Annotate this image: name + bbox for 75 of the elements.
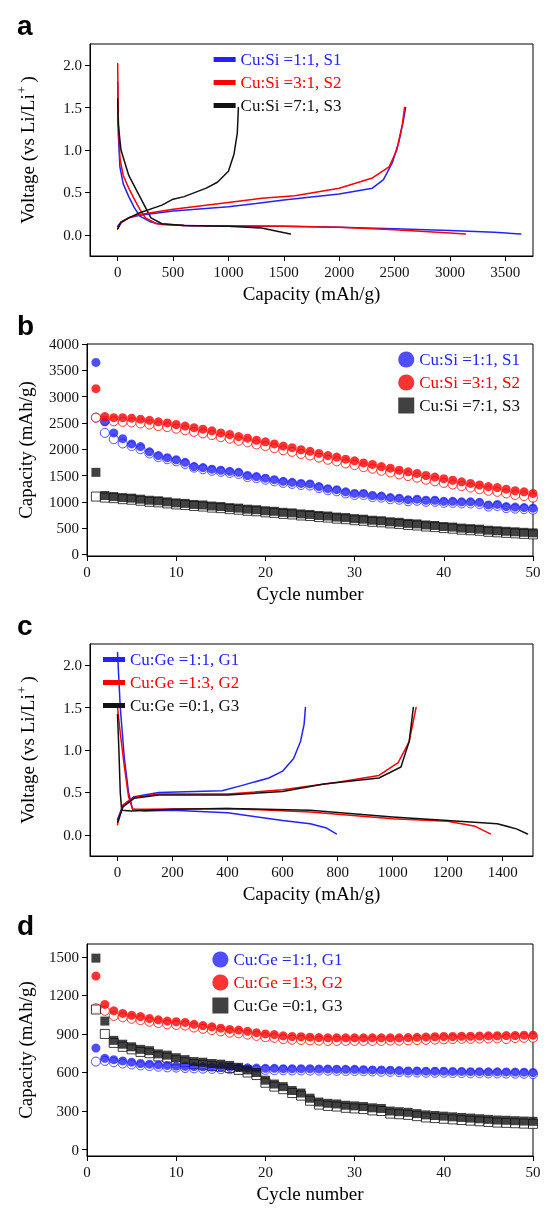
x-tick-label: 3500 [490, 263, 521, 280]
y-tick-label: 1500 [49, 948, 79, 965]
y-tick-label: 500 [56, 520, 79, 537]
legend-label: Cu:Ge =1:1, G1 [233, 950, 343, 969]
legend-label: Cu:Si =1:1, S1 [240, 50, 342, 69]
x-tick-label: 40 [436, 563, 452, 580]
y-tick-label: 3500 [49, 362, 79, 379]
x-tick-label: 40 [436, 1163, 452, 1180]
x-axis-title: Capacity (mAh/g) [242, 282, 381, 305]
x-axis-title: Cycle number [256, 582, 365, 604]
y-tick-label: 0 [71, 1141, 79, 1158]
x-tick-label: 50 [525, 563, 541, 580]
x-tick-label: 2000 [324, 263, 355, 280]
y-tick-label: 0.5 [63, 184, 82, 201]
y-tick-label: 2500 [49, 414, 79, 431]
x-tick-label: 30 [347, 563, 363, 580]
chart-title: b [17, 309, 35, 341]
legend-label: Cu:Ge =1:1, G1 [130, 650, 240, 669]
x-tick-label: 1200 [432, 863, 463, 880]
y-tick-label: 1.0 [63, 742, 82, 758]
x-tick-label: 3000 [434, 263, 465, 280]
y-tick-label: 1.5 [63, 99, 82, 116]
y-tick-label: 0.0 [63, 826, 82, 843]
y-tick-label: 0.0 [63, 226, 82, 243]
legend-label: Cu:Si =3:1, S2 [240, 73, 342, 92]
y-tick-label: 1500 [49, 467, 79, 484]
y-tick-label: 900 [56, 1025, 79, 1042]
y-tick-label: 4000 [49, 336, 79, 352]
y-tick-label: 1.5 [63, 699, 82, 716]
x-tick-label: 20 [257, 1163, 273, 1180]
y-tick-label: 2.0 [63, 657, 82, 674]
y-tick-label: 2000 [49, 441, 79, 458]
chart-title: d [17, 909, 35, 941]
x-axis-title: Capacity (mAh/g) [242, 882, 381, 905]
legend-label: Cu:Ge =1:3, G2 [130, 673, 240, 692]
x-tick-label: 1000 [213, 263, 244, 280]
y-tick-label: 600 [56, 1064, 79, 1081]
x-tick-label: 30 [347, 1163, 363, 1180]
legend-label: Cu:Si =7:1, S3 [419, 396, 521, 415]
y-tick-label: 0.5 [63, 784, 82, 801]
x-tick-label: 1500 [268, 263, 299, 280]
y-tick-label: 2.0 [63, 57, 82, 74]
chart-title: a [17, 9, 33, 41]
legend-label: Cu:Ge =0:1, G3 [130, 696, 240, 715]
y-tick-label: 3000 [49, 388, 79, 405]
y-axis-title: Capacity (mAh/g) [15, 981, 37, 1119]
x-tick-label: 10 [168, 563, 184, 580]
x-tick-label: 0 [113, 863, 122, 880]
x-tick-label: 0 [113, 263, 122, 280]
y-axis-title: Capacity (mAh/g) [15, 381, 37, 519]
x-tick-label: 400 [216, 863, 239, 880]
chart-title: c [17, 609, 33, 641]
x-axis-title: Cycle number [256, 1182, 365, 1204]
x-tick-label: 50 [525, 1163, 541, 1180]
y-tick-label: 300 [56, 1103, 79, 1120]
legend-label: Cu:Si =7:1, S3 [240, 96, 342, 115]
y-axis-title: Voltage (vs Li/Li+) [15, 676, 39, 824]
y-tick-label: 1000 [49, 493, 79, 510]
legend-label: Cu:Si =3:1, S2 [419, 373, 521, 392]
x-tick-label: 800 [326, 863, 349, 880]
x-tick-label: 1400 [487, 863, 518, 880]
y-tick-label: 1200 [49, 987, 79, 1004]
x-tick-label: 10 [168, 1163, 184, 1180]
x-tick-label: 200 [161, 863, 184, 880]
y-tick-label: 1.0 [63, 142, 82, 158]
x-tick-label: 600 [271, 863, 294, 880]
legend-label: Cu:Si =1:1, S1 [419, 350, 521, 369]
y-tick-label: 0 [71, 546, 79, 563]
x-tick-label: 500 [161, 263, 185, 280]
legend-label: Cu:Ge =1:3, G2 [233, 973, 343, 992]
x-tick-label: 1000 [377, 863, 408, 880]
legend-label: Cu:Ge =0:1, G3 [233, 996, 343, 1015]
x-tick-label: 20 [257, 563, 273, 580]
x-tick-label: 2500 [379, 263, 410, 280]
y-axis-title: Voltage (vs Li/Li+) [15, 76, 39, 224]
